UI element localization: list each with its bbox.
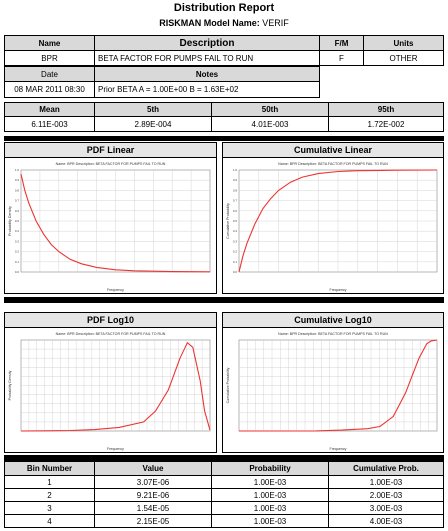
- y-tick-label: 0.4: [15, 229, 20, 233]
- cumulative-log-chart: Name: BPR Description: BETA FACTOR FOR P…: [226, 332, 438, 451]
- series-line: [239, 339, 438, 432]
- chart-subtitle: Name: BPR Description: BETA FACTOR FOR P…: [56, 332, 166, 336]
- y-tick-label: 1.0: [15, 168, 20, 172]
- bin-number-cell: 2: [4, 488, 95, 502]
- col-notes-header: Notes: [94, 66, 320, 82]
- col-name-header: Name: [4, 35, 95, 51]
- y-tick-label: 0.1: [233, 260, 238, 264]
- y-tick-label: 0.0: [233, 270, 238, 274]
- y-tick-label: 0.7: [233, 199, 238, 203]
- y-tick-label: 0.7: [15, 199, 20, 203]
- y-tick-label: 0.2: [233, 250, 238, 254]
- col-date-header: Date: [4, 66, 95, 82]
- chart-subtitle: Name: BPR Description: BETA FACTOR FOR P…: [56, 162, 166, 166]
- bin-probability-cell: 1.00E-03: [211, 475, 329, 489]
- bin-value-cell: 9.21E-06: [94, 488, 212, 502]
- pdf-log-chart: Name: BPR Description: BETA FACTOR FOR P…: [8, 332, 211, 451]
- cumulative-log-panel: Cumulative Log10 Name: BPR Description: …: [222, 312, 444, 453]
- bin-probability-cell: 1.00E-03: [211, 514, 329, 528]
- model-name-line: RISKMAN Model Name: VERIF: [0, 18, 448, 28]
- mean-header: Mean: [4, 102, 95, 117]
- y-tick-label: 0.5: [233, 219, 238, 223]
- y-tick-label: 0.3: [233, 239, 238, 243]
- bin-value-cell: 3.07E-06: [94, 475, 212, 489]
- bin-number-header: Bin Number: [4, 461, 95, 476]
- bin-value-cell: 1.54E-05: [94, 501, 212, 515]
- model-name-value: VERIF: [262, 18, 289, 28]
- y-tick-label: 0.0: [15, 270, 20, 274]
- y-axis-label: Cumulative Probability: [226, 203, 230, 239]
- col-description-header: Description: [94, 35, 320, 51]
- x-axis-label: Frequency: [107, 288, 124, 292]
- cumulative-linear-chart: Name: BPR Description: BETA FACTOR FOR P…: [226, 162, 438, 292]
- col-fm-header: F/M: [319, 35, 364, 51]
- bin-value-cell: 2.15E-05: [94, 514, 212, 528]
- pdf-log-title: PDF Log10: [5, 313, 216, 328]
- bin-cumulative-cell: 1.00E-03: [328, 475, 444, 489]
- model-name-label: RISKMAN Model Name:: [159, 18, 260, 28]
- fm-value: F: [319, 50, 364, 66]
- y-tick-label: 0.4: [233, 229, 238, 233]
- y-axis-label: Probability Density: [8, 206, 12, 236]
- report-title: Distribution Report: [173, 2, 275, 14]
- y-tick-label: 0.6: [15, 209, 20, 213]
- cumulative-prob-header: Cumulative Prob.: [328, 461, 444, 476]
- series-line: [238, 169, 438, 273]
- x-axis-label: Frequency: [330, 288, 347, 292]
- cumulative-linear-panel: Cumulative Linear Name: BPR Description:…: [222, 142, 444, 294]
- bin-number-cell: 4: [4, 514, 95, 528]
- bin-probability-cell: 1.00E-03: [211, 488, 329, 502]
- p5-header: 5th: [94, 102, 212, 117]
- chart-subtitle: Name: BPR Description: BETA FACTOR FOR P…: [278, 332, 388, 336]
- y-tick-label: 0.9: [15, 178, 20, 182]
- separator-bar: [4, 136, 444, 141]
- pdf-linear-panel: PDF Linear Name: BPR Description: BETA F…: [4, 142, 217, 294]
- y-tick-label: 0.6: [233, 209, 238, 213]
- y-tick-label: 0.1: [15, 260, 20, 264]
- pdf-linear-title: PDF Linear: [5, 143, 216, 158]
- bin-cumulative-cell: 2.00E-03: [328, 488, 444, 502]
- cumulative-log-title: Cumulative Log10: [223, 313, 443, 328]
- y-tick-label: 0.5: [15, 219, 20, 223]
- series-line: [20, 341, 211, 432]
- y-tick-label: 0.9: [233, 178, 238, 182]
- y-tick-label: 0.2: [15, 250, 20, 254]
- y-tick-label: 0.8: [15, 188, 20, 192]
- notes-value: Prior BETA A = 1.00E+00 B = 1.63E+02: [94, 81, 320, 98]
- bin-cumulative-cell: 3.00E-03: [328, 501, 444, 515]
- chart-subtitle: Name: BPR Description: BETA FACTOR FOR P…: [278, 162, 388, 166]
- units-value: OTHER: [363, 50, 444, 66]
- bin-probability-cell: 1.00E-03: [211, 501, 329, 515]
- pdf-linear-chart: Name: BPR Description: BETA FACTOR FOR P…: [8, 162, 211, 292]
- y-tick-label: 0.8: [233, 188, 238, 192]
- mean-value: 6.11E-003: [4, 116, 95, 132]
- p50-value: 4.01E-003: [211, 116, 329, 132]
- date-value: 08 MAR 2011 08:30: [4, 81, 95, 98]
- bin-number-cell: 1: [4, 475, 95, 489]
- bin-number-cell: 3: [4, 501, 95, 515]
- separator-bar: [4, 297, 444, 303]
- x-axis-label: Frequency: [330, 447, 347, 451]
- separator-bar: [4, 455, 444, 461]
- probability-header: Probability: [211, 461, 329, 476]
- col-units-header: Units: [363, 35, 444, 51]
- p95-header: 95th: [328, 102, 444, 117]
- x-axis-label: Frequency: [107, 447, 124, 451]
- y-tick-label: 0.3: [15, 239, 20, 243]
- y-axis-label: Probability Density: [8, 370, 12, 400]
- pdf-log-panel: PDF Log10 Name: BPR Description: BETA FA…: [4, 312, 217, 453]
- description-value: BETA FACTOR FOR PUMPS FAIL TO RUN: [94, 50, 320, 66]
- value-header: Value: [94, 461, 212, 476]
- y-axis-label: Cumulative Probability: [226, 367, 230, 403]
- p5-value: 2.89E-004: [94, 116, 212, 132]
- y-tick-label: 1.0: [233, 168, 238, 172]
- p95-value: 1.72E-002: [328, 116, 444, 132]
- series-line: [20, 173, 211, 273]
- name-value: BPR: [4, 50, 95, 66]
- p50-header: 50th: [211, 102, 329, 117]
- cumulative-linear-title: Cumulative Linear: [223, 143, 443, 158]
- bin-cumulative-cell: 4.00E-03: [328, 514, 444, 528]
